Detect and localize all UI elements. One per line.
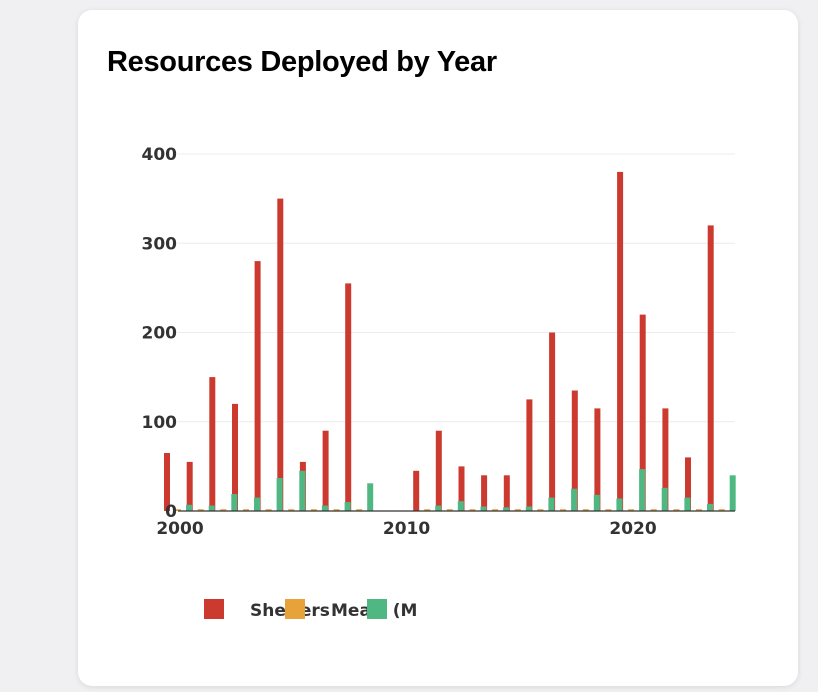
bar[interactable]	[344, 502, 351, 511]
bar[interactable]	[208, 505, 215, 511]
chart-title: Resources Deployed by Year	[107, 46, 497, 78]
bar[interactable]	[345, 283, 352, 511]
bar[interactable]	[481, 475, 488, 511]
bar[interactable]	[175, 509, 181, 511]
bar[interactable]	[571, 390, 578, 512]
bar[interactable]	[594, 408, 601, 511]
bar[interactable]	[232, 403, 238, 511]
x-tick-label: 2010	[383, 519, 430, 539]
bar[interactable]	[277, 198, 284, 511]
bar[interactable]	[458, 466, 465, 511]
bar-chart: 0 100 200 300 400 2000 2010 2020 SheltersMeals …	[142, 145, 736, 621]
bar[interactable]	[650, 509, 657, 511]
bar[interactable]	[639, 469, 646, 511]
bar[interactable]	[231, 494, 238, 511]
bar[interactable]	[299, 470, 306, 511]
bar[interactable]	[661, 487, 668, 511]
legend[interactable]: SheltersMeals (M	[204, 599, 417, 621]
bar[interactable]	[582, 509, 589, 511]
bar[interactable]	[322, 430, 329, 511]
bar[interactable]	[186, 504, 192, 511]
bar[interactable]	[435, 505, 442, 511]
grid-lines	[178, 153, 735, 423]
bar[interactable]	[696, 509, 702, 511]
bar[interactable]	[164, 453, 170, 511]
bar[interactable]	[310, 509, 317, 511]
x-tick-label: 2000	[156, 519, 203, 539]
bar[interactable]	[243, 509, 249, 511]
bar[interactable]	[186, 461, 193, 511]
bar[interactable]	[288, 509, 295, 511]
bar[interactable]	[413, 470, 420, 511]
bar[interactable]	[424, 509, 431, 511]
legend-swatch[interactable]	[204, 599, 224, 619]
y-tick-label: 100	[142, 413, 178, 433]
bar[interactable]	[367, 483, 374, 511]
y-tick-label: 0	[165, 502, 177, 522]
y-tick-label: 300	[142, 234, 178, 254]
bar[interactable]	[503, 475, 510, 511]
bar[interactable]	[503, 507, 510, 511]
bar[interactable]	[469, 509, 476, 511]
bar[interactable]	[333, 509, 340, 511]
bar[interactable]	[639, 314, 646, 511]
bar[interactable]	[209, 377, 216, 511]
bar[interactable]	[276, 478, 283, 511]
bar[interactable]	[662, 408, 669, 511]
bar[interactable]	[265, 509, 272, 511]
bar[interactable]	[514, 509, 521, 511]
bar[interactable]	[537, 509, 544, 511]
bar[interactable]	[254, 261, 261, 511]
legend-swatch[interactable]	[285, 599, 305, 619]
bars	[164, 171, 736, 512]
bar[interactable]	[356, 509, 363, 511]
x-tick-label: 2020	[609, 519, 656, 539]
bar[interactable]	[435, 430, 442, 511]
chart-card: Resources Deployed by Year 0 100 200 300 400…	[78, 10, 798, 686]
bar[interactable]	[685, 457, 691, 511]
y-tick-label: 400	[142, 145, 178, 165]
bar[interactable]	[457, 501, 464, 511]
bar[interactable]	[197, 509, 204, 511]
y-tick-label: 200	[142, 324, 178, 344]
bar[interactable]	[321, 505, 328, 511]
bar[interactable]	[707, 225, 714, 511]
bar[interactable]	[616, 498, 623, 512]
bar[interactable]	[525, 506, 532, 512]
bar[interactable]	[549, 332, 556, 512]
bar[interactable]	[605, 509, 612, 511]
bar[interactable]	[560, 509, 567, 511]
bar[interactable]	[548, 497, 555, 511]
axes: 0 100 200 300 400 2000 2010 2020	[142, 145, 735, 539]
bar[interactable]	[220, 509, 227, 511]
bar[interactable]	[571, 488, 578, 511]
bar[interactable]	[707, 503, 713, 511]
bar[interactable]	[718, 509, 725, 511]
bar[interactable]	[593, 494, 600, 511]
bar[interactable]	[684, 497, 691, 511]
legend-swatch[interactable]	[367, 599, 387, 619]
bar[interactable]	[673, 509, 680, 511]
bar[interactable]	[254, 497, 260, 511]
bar[interactable]	[492, 509, 499, 511]
bar[interactable]	[446, 509, 453, 511]
bar[interactable]	[628, 509, 635, 511]
bar[interactable]	[617, 171, 624, 511]
bar[interactable]	[526, 399, 533, 511]
bar[interactable]	[480, 506, 487, 512]
bar[interactable]	[729, 475, 736, 511]
